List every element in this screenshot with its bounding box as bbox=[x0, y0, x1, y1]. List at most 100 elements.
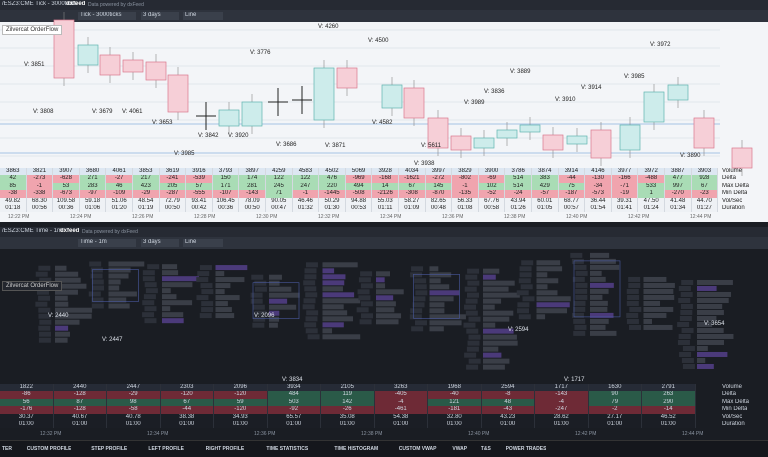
row-label: Delta bbox=[722, 391, 737, 398]
stat-cell: 51.06 bbox=[106, 197, 133, 205]
tab[interactable]: STEP PROFILE bbox=[91, 446, 128, 452]
candle bbox=[167, 74, 189, 113]
footprint-bar bbox=[376, 295, 394, 301]
volume-label: V: 3920 bbox=[228, 133, 249, 139]
footprint-bar bbox=[322, 328, 333, 334]
tab[interactable]: TER bbox=[2, 446, 12, 452]
footprint-bar bbox=[55, 289, 78, 295]
footprint-bar bbox=[575, 288, 588, 294]
footprint-bar bbox=[410, 272, 423, 278]
tab[interactable]: T&S bbox=[480, 446, 491, 452]
candle bbox=[427, 117, 449, 149]
stat-cell: -673 bbox=[53, 190, 80, 198]
candle bbox=[77, 44, 99, 66]
tab[interactable]: LEFT PROFILE bbox=[148, 446, 184, 452]
tab[interactable]: CUSTOM PROFILE bbox=[26, 446, 72, 452]
stat-cell: -2 bbox=[588, 406, 642, 414]
stat-cell: 145 bbox=[425, 182, 453, 191]
stat-cell: 01:41 bbox=[611, 205, 639, 213]
value-area bbox=[252, 282, 300, 320]
stat-cell: 00:47 bbox=[266, 205, 293, 213]
stat-cell: 2303 bbox=[160, 384, 214, 392]
footprint-bar bbox=[573, 330, 586, 336]
stat-cell: -107 bbox=[212, 190, 240, 198]
stat-cell: 928 bbox=[691, 175, 719, 183]
stat-cell: -14 bbox=[642, 406, 696, 414]
footprint-bar bbox=[643, 282, 675, 288]
footprint-bar bbox=[483, 304, 495, 310]
footprint-bar bbox=[697, 351, 728, 357]
footprint-bar bbox=[680, 309, 693, 315]
footprint-bar bbox=[304, 274, 317, 280]
footprint-bar bbox=[360, 283, 373, 289]
stat-cell: 3874 bbox=[532, 168, 559, 176]
stat-cell: -44 bbox=[558, 175, 586, 183]
footprint-bar bbox=[55, 295, 68, 301]
footprint-bar bbox=[215, 307, 232, 313]
footprint-bar bbox=[162, 300, 193, 306]
footprint-bar bbox=[376, 271, 391, 277]
footprint-bar bbox=[681, 279, 694, 285]
stat-cell: -24 bbox=[505, 190, 532, 198]
footprint-bar bbox=[536, 266, 563, 272]
footprint-bar bbox=[215, 265, 248, 271]
footprint-bar bbox=[304, 268, 317, 274]
volume-label: V: 2096 bbox=[254, 313, 275, 319]
tab[interactable]: POWER TRADES bbox=[505, 446, 547, 452]
range-select[interactable]: 3 days bbox=[141, 239, 179, 247]
footprint-bar bbox=[196, 295, 209, 301]
tab[interactable]: TIME HISTOGRAM bbox=[334, 446, 379, 452]
stat-cell: -270 bbox=[665, 190, 692, 198]
row-label: Delta bbox=[722, 175, 737, 182]
stat-cell: 494 bbox=[345, 182, 373, 191]
tab[interactable]: VWAP bbox=[452, 446, 468, 452]
footprint-bar bbox=[162, 318, 184, 324]
stat-cell: 85 bbox=[0, 182, 27, 191]
stat-cell: 28.62 bbox=[535, 413, 589, 421]
period-select[interactable]: Time - 1m bbox=[78, 239, 136, 247]
footprint-bar bbox=[162, 264, 178, 270]
volume-label: V: 3836 bbox=[484, 89, 505, 95]
stat-cell: 56 bbox=[0, 398, 54, 407]
stat-cell: 3786 bbox=[505, 168, 532, 176]
stat-cell: 271 bbox=[79, 175, 107, 183]
footprint-bar bbox=[108, 261, 145, 267]
tab[interactable]: CUSTOM VWAP bbox=[398, 446, 437, 452]
period-select[interactable]: Tick - 3000ticks bbox=[78, 12, 136, 20]
stat-cell: 65.57 bbox=[267, 413, 321, 421]
footprint-bar bbox=[465, 298, 478, 304]
tab[interactable]: TIME STATISTICS bbox=[266, 446, 309, 452]
footprint-bar bbox=[679, 351, 692, 357]
stat-cell: -168 bbox=[372, 175, 399, 183]
stat-cell: 119 bbox=[321, 391, 375, 399]
stat-cell: 43.23 bbox=[481, 413, 535, 421]
footprint-bar bbox=[38, 313, 51, 319]
time-label: 12:36 PM bbox=[442, 214, 464, 220]
stat-cell: 98 bbox=[107, 398, 161, 407]
footprint-bar bbox=[143, 294, 156, 300]
stat-cell: 93.41 bbox=[186, 197, 213, 205]
volume-label: V: 3686 bbox=[276, 142, 297, 148]
footprint-bar bbox=[144, 318, 157, 324]
stat-cell: 67 bbox=[399, 182, 426, 191]
stat-cell: 383 bbox=[532, 175, 559, 183]
footprint-bar bbox=[215, 313, 235, 319]
stat-cell: 27.17 bbox=[588, 413, 642, 421]
style-select[interactable]: Line bbox=[183, 12, 223, 20]
range-select[interactable]: 3 days bbox=[141, 12, 179, 20]
stat-cell: 68.30 bbox=[26, 197, 54, 205]
footprint-bar bbox=[429, 326, 444, 332]
style-select[interactable]: Line bbox=[183, 239, 223, 247]
footprint-bar bbox=[55, 325, 69, 331]
stat-cell: 997 bbox=[665, 182, 692, 191]
stat-cell: -40 bbox=[428, 391, 482, 399]
footprint-bar bbox=[55, 337, 68, 343]
footprint-bar bbox=[463, 322, 476, 328]
time-label: 12:34 PM bbox=[380, 214, 402, 220]
tab[interactable]: RIGHT PROFILE bbox=[205, 446, 245, 452]
footprint-bar bbox=[626, 312, 639, 318]
stat-cell: 3863 bbox=[0, 168, 27, 176]
footprint-bar bbox=[465, 310, 478, 316]
stat-cell: 01:08 bbox=[452, 205, 479, 213]
stat-cell: 3680 bbox=[79, 168, 107, 176]
